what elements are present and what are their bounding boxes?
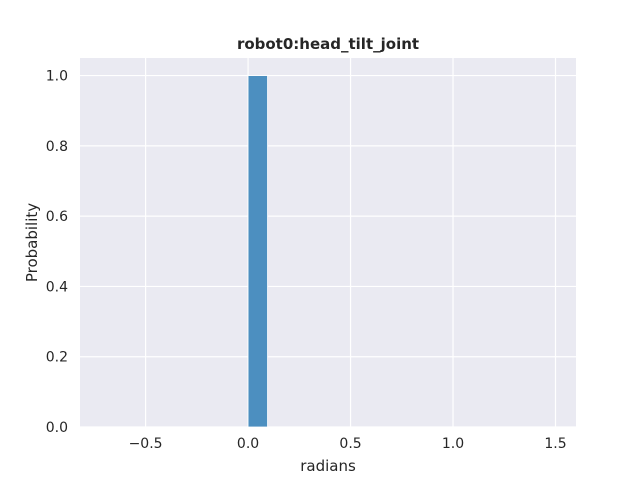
y-tick-label: 0.6 — [46, 209, 68, 225]
y-tick-label: 0.0 — [46, 420, 68, 436]
y-tick-label: 0.2 — [46, 350, 68, 366]
plot-area — [80, 58, 576, 427]
x-tick-label: 1.0 — [442, 436, 464, 452]
bars — [247, 75, 268, 428]
x-tick-label: 0.5 — [339, 436, 361, 452]
x-tick-labels: −0.5 0.0 0.5 1.0 1.5 — [129, 436, 567, 452]
y-tick-label: 0.8 — [46, 139, 68, 155]
histogram-bar — [247, 75, 268, 428]
x-axis-label: radians — [300, 457, 356, 475]
y-tick-labels: 0.0 0.2 0.4 0.6 0.8 1.0 — [46, 69, 68, 436]
chart-title: robot0:head_tilt_joint — [237, 35, 419, 53]
x-tick-label: 0.0 — [237, 436, 259, 452]
x-tick-label: 1.5 — [544, 436, 566, 452]
y-tick-label: 1.0 — [46, 69, 68, 85]
y-axis-label: Probability — [23, 203, 41, 282]
x-tick-label: −0.5 — [129, 436, 163, 452]
y-tick-label: 0.4 — [46, 279, 68, 295]
